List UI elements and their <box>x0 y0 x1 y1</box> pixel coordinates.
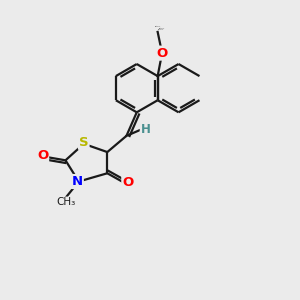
Text: N: N <box>72 175 83 188</box>
Text: O: O <box>122 176 134 190</box>
Text: methoxy: methoxy <box>158 29 164 31</box>
Text: O: O <box>37 149 48 162</box>
Text: CH₃: CH₃ <box>57 197 76 207</box>
Text: S: S <box>79 136 88 149</box>
Text: O: O <box>157 46 168 60</box>
Text: methoxy: methoxy <box>154 26 161 27</box>
Text: methoxy: methoxy <box>159 28 165 29</box>
Text: H: H <box>141 123 151 136</box>
